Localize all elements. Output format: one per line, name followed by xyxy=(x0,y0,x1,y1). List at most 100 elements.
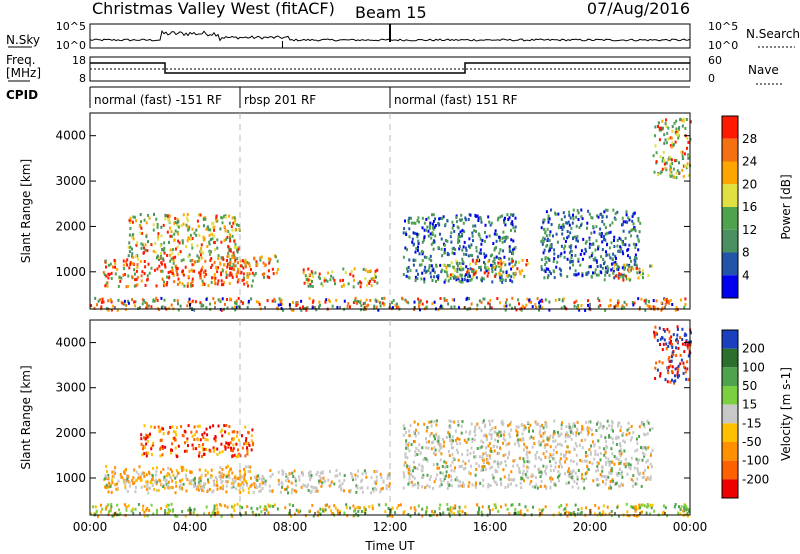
scatter-cell xyxy=(216,479,218,483)
scatter-cell xyxy=(318,481,321,485)
scatter-cell xyxy=(145,433,148,437)
scatter-cell xyxy=(155,478,158,482)
scatter-cell xyxy=(308,273,311,277)
scatter-cell xyxy=(584,454,587,458)
scatter-cell xyxy=(564,244,567,248)
scatter-cell xyxy=(214,276,217,280)
scatter-cell xyxy=(417,504,420,508)
scatter-cell xyxy=(291,471,294,475)
scatter-cell xyxy=(486,437,488,441)
scatter-cell xyxy=(451,446,454,450)
scatter-cell xyxy=(234,242,237,246)
scatter-cell xyxy=(248,264,251,268)
scatter-cell xyxy=(570,254,573,258)
scatter-cell xyxy=(497,257,500,260)
scatter-cell xyxy=(163,484,166,487)
scatter-cell xyxy=(658,138,661,142)
scatter-cell xyxy=(375,469,378,473)
scatter-cell xyxy=(307,483,310,487)
scatter-cell xyxy=(437,276,440,280)
scatter-cell xyxy=(685,333,688,337)
scatter-cell xyxy=(438,449,441,453)
scatter-cell xyxy=(244,454,247,458)
scatter-cell xyxy=(637,219,640,223)
scatter-cell xyxy=(654,125,657,129)
scatter-cell xyxy=(597,245,599,249)
scatter-cell xyxy=(215,265,218,269)
scatter-cell xyxy=(645,298,648,302)
scatter-cell xyxy=(602,504,605,508)
scatter-cell xyxy=(229,249,232,253)
scatter-cell xyxy=(547,214,550,218)
scatter-cell xyxy=(654,377,657,380)
scatter-cell xyxy=(465,430,468,434)
scatter-cell xyxy=(112,475,115,479)
scatter-cell xyxy=(231,234,234,238)
scatter-cell xyxy=(572,213,574,217)
scatter-cell xyxy=(483,261,485,264)
scatter-cell xyxy=(620,472,623,476)
scatter-cell xyxy=(625,433,628,437)
scatter-cell xyxy=(277,470,280,474)
scatter-cell xyxy=(635,457,638,461)
scatter-cell xyxy=(659,155,662,159)
scatter-cell xyxy=(120,475,123,479)
scatter-cell xyxy=(558,505,561,509)
scatter-cell xyxy=(600,235,603,239)
scatter-cell xyxy=(215,483,218,487)
scatter-cell xyxy=(594,453,597,456)
scatter-cell xyxy=(160,470,162,474)
x-tick-label: 04:00 xyxy=(173,520,208,534)
scatter-cell xyxy=(160,234,163,238)
scatter-cell xyxy=(196,254,199,258)
scatter-cell xyxy=(181,478,184,482)
scatter-cell xyxy=(434,510,436,514)
scatter-cell xyxy=(550,208,552,212)
scatter-cell xyxy=(205,447,208,451)
scatter-cell xyxy=(221,434,224,438)
scatter-cell xyxy=(626,428,629,432)
scatter-cell xyxy=(616,435,619,439)
scatter-cell xyxy=(368,505,371,509)
scatter-cell xyxy=(493,479,496,483)
scatter-cell xyxy=(434,453,437,457)
scatter-cell xyxy=(181,510,184,514)
scatter-cell xyxy=(408,429,411,433)
scatter-cell xyxy=(552,234,554,238)
scatter-cell xyxy=(575,299,578,303)
scatter-cell xyxy=(150,503,153,507)
scatter-cell xyxy=(171,268,174,272)
scatter-cell xyxy=(110,503,113,506)
scatter-cell xyxy=(620,482,623,486)
scatter-cell xyxy=(108,273,111,276)
scatter-cell xyxy=(242,479,245,482)
nsearch-tick-low: 10^0 xyxy=(708,39,738,52)
scatter-cell xyxy=(455,216,458,219)
scatter-cell xyxy=(200,267,203,271)
scatter-cell xyxy=(325,298,328,302)
scatter-cell xyxy=(505,443,508,447)
scatter-cell xyxy=(269,504,272,508)
scatter-cell xyxy=(204,473,207,477)
colorbar-tick-label: 20 xyxy=(742,177,757,191)
scatter-cell xyxy=(227,432,230,436)
scatter-cell xyxy=(581,427,583,431)
scatter-cell xyxy=(102,300,105,304)
scatter-cell xyxy=(494,459,497,463)
scatter-cell xyxy=(519,438,522,442)
scatter-cell xyxy=(443,248,446,251)
scatter-cell xyxy=(143,514,146,518)
scatter-cell xyxy=(613,462,616,466)
scatter-cell xyxy=(172,473,175,477)
scatter-cell xyxy=(188,269,191,273)
scatter-cell xyxy=(355,490,358,494)
scatter-cell xyxy=(681,327,684,331)
scatter-cell xyxy=(286,485,289,489)
scatter-cell xyxy=(168,217,170,221)
scatter-cell xyxy=(638,268,641,272)
scatter-cell xyxy=(302,268,305,272)
scatter-cell xyxy=(221,216,224,220)
scatter-cell xyxy=(176,245,179,249)
scatter-cell xyxy=(233,255,236,259)
scatter-cell xyxy=(473,455,476,459)
